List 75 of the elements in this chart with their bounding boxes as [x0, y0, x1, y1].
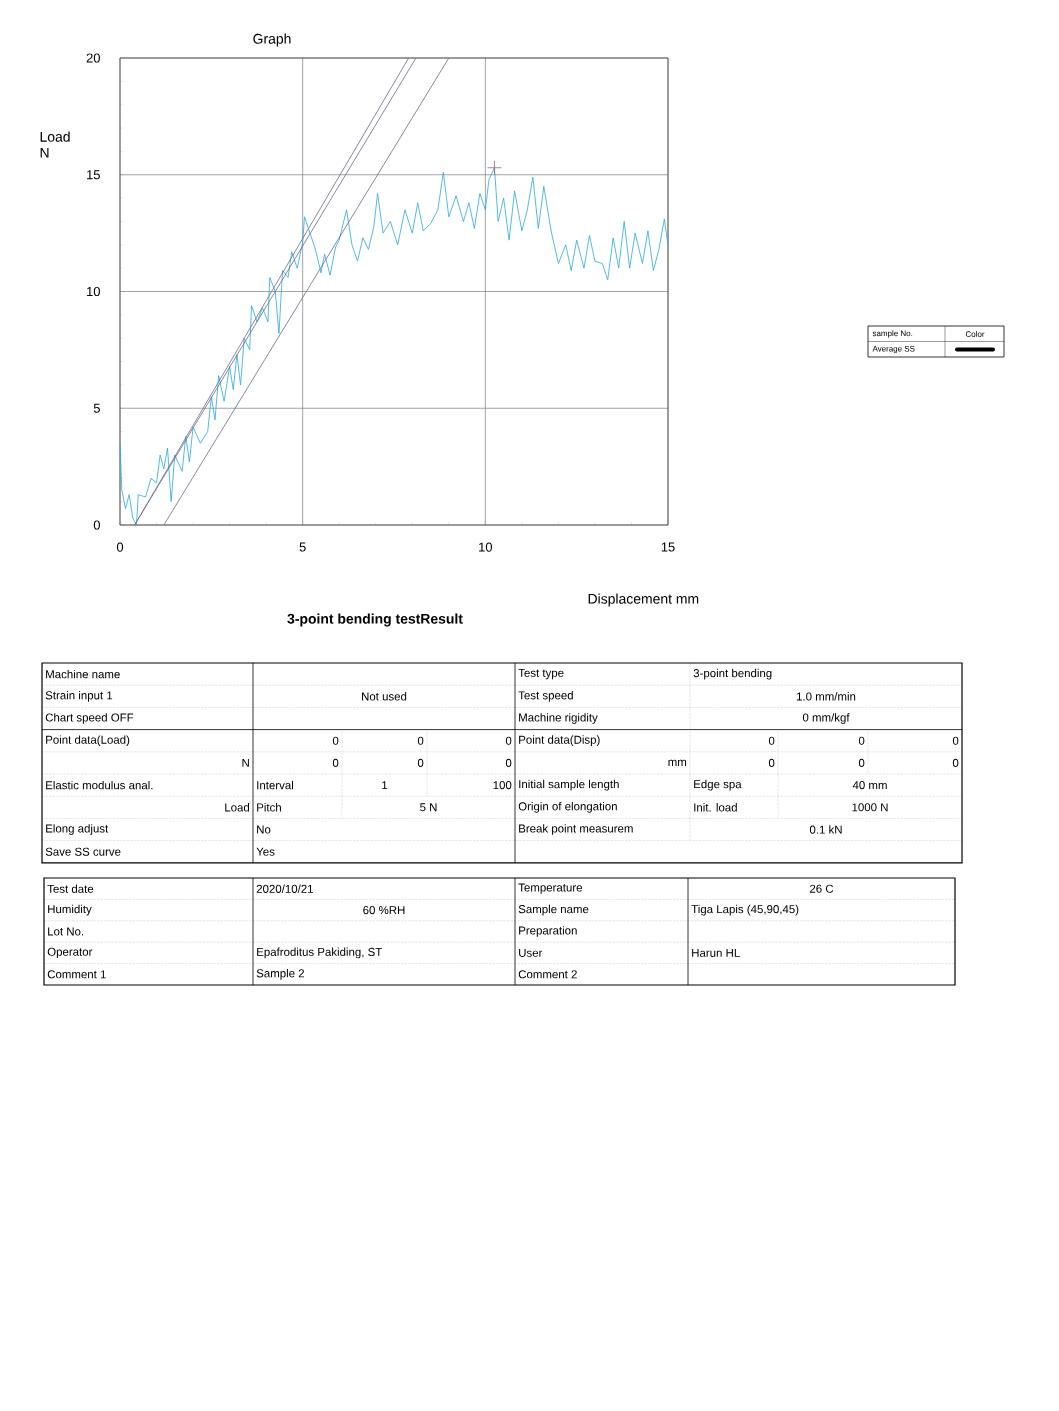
text: 1.0 mm/min — [796, 692, 856, 701]
text: Save SS curve — [45, 847, 121, 856]
text: Initial sample length — [519, 779, 619, 791]
text: Humidity — [48, 904, 92, 916]
text: 0 mm/kgf — [802, 713, 850, 724]
text: 0 — [332, 736, 339, 745]
text: No — [257, 825, 271, 834]
y-tick-label: 10 — [87, 286, 100, 297]
text: Point data(Disp) — [519, 735, 600, 747]
text: Origin of elongation — [518, 801, 617, 813]
text: Interval — [257, 780, 294, 790]
text: Tiga Lapis (45,90,45) — [691, 904, 799, 916]
text: 0 — [417, 736, 424, 745]
text: Test speed — [518, 690, 573, 702]
text: Point data(Load) — [46, 735, 130, 747]
text: 3-point bending testResult — [287, 613, 463, 627]
chart-title: Graph — [253, 33, 291, 47]
text: Comment 1 — [47, 970, 106, 979]
x-axis-title: Displacement mm — [588, 593, 699, 607]
y-tick-label: 0 — [93, 520, 100, 530]
text: Load — [225, 803, 250, 812]
text: 0 — [505, 736, 512, 745]
text: 0 — [332, 758, 339, 767]
text: mm — [668, 759, 687, 766]
text: 0 — [768, 736, 775, 745]
text: Yes — [256, 847, 275, 856]
text: N — [242, 758, 249, 767]
y-tick-label: 15 — [87, 170, 100, 180]
text: Pitch — [257, 803, 281, 812]
text: Preparation — [519, 926, 577, 937]
text: 0 — [417, 758, 424, 767]
text: 100 — [493, 781, 512, 790]
text: 0 — [952, 758, 959, 767]
text: 5 N — [420, 803, 437, 812]
text: Lot No. — [48, 927, 84, 936]
text: Elastic modulus anal. — [46, 780, 153, 790]
text: 1000 N — [852, 803, 888, 812]
text: Machine name — [46, 669, 120, 679]
y-tick-label: 5 — [93, 403, 100, 413]
text: 3-point bending — [693, 668, 772, 680]
x-tick-label: 5 — [299, 542, 306, 552]
text: 26 C — [809, 884, 834, 893]
text: Edge spa — [694, 779, 742, 791]
text: 1 — [382, 781, 388, 790]
text: 0 — [858, 758, 865, 767]
text: Break point measurem — [519, 824, 633, 835]
text: Machine rigidity — [519, 713, 598, 724]
text: Chart speed OFF — [45, 713, 134, 724]
text: 0 — [505, 758, 512, 767]
y-axis-title: Load N — [40, 131, 70, 158]
y-tick-label: 20 — [86, 53, 100, 63]
x-tick-label: 15 — [661, 542, 675, 552]
text: Operator — [47, 947, 93, 959]
text: Harun HL — [692, 948, 740, 957]
text: Init. load — [694, 803, 737, 812]
text: Strain input 1 — [45, 690, 113, 702]
text: User — [519, 948, 543, 957]
text: Sample name — [518, 904, 589, 916]
text: 40 mm — [852, 781, 887, 790]
text: 2020/10/21 — [256, 884, 313, 893]
x-tick-label: 10 — [479, 542, 493, 552]
text: 0 — [952, 736, 959, 745]
text: Not used — [362, 692, 407, 701]
text: 0 — [768, 758, 775, 767]
text: 60 %RH — [363, 906, 405, 915]
text: Test date — [47, 884, 94, 893]
text: 0 — [858, 736, 865, 745]
text: Test type — [518, 668, 564, 680]
x-tick-label: 0 — [116, 542, 124, 552]
text: Comment 2 — [518, 970, 577, 979]
text: Epafroditus Pakiding, ST — [257, 947, 383, 959]
text: 0.1 kN — [809, 825, 842, 834]
text: Temperature — [518, 883, 583, 894]
text: Sample 2 — [256, 968, 305, 980]
text: Elong adjust — [46, 824, 109, 835]
